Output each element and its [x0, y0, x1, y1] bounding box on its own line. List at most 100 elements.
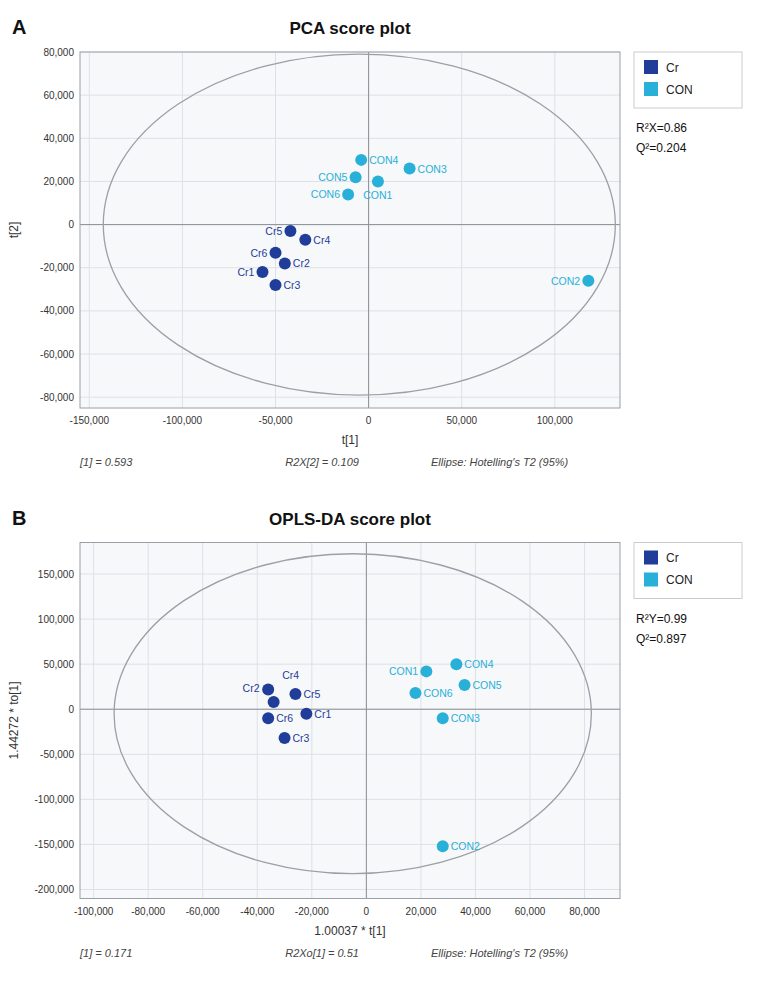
- point-labels: Cr1Cr2Cr3Cr4Cr5Cr6CON1CON2CON3CON4CON5CO…: [243, 658, 502, 852]
- footnote: R2X[2] = 0.109: [285, 456, 359, 468]
- y-axis-label: t[2]: [7, 222, 21, 239]
- marks: [114, 554, 591, 874]
- hotelling-ellipse: [114, 554, 591, 874]
- annotation: Q²=0.204: [636, 141, 687, 155]
- grid-line: [80, 754, 620, 755]
- x-tick-label: -50,000: [259, 415, 293, 426]
- point: [437, 712, 449, 724]
- panel-label: B: [12, 507, 26, 529]
- x-tick-label: 100,000: [537, 415, 574, 426]
- point-label: Cr4: [282, 669, 299, 681]
- point-label: Cr6: [276, 712, 293, 724]
- grid-line: [420, 543, 421, 899]
- footnote: [1] = 0.171: [79, 947, 132, 959]
- legend-swatch: [644, 551, 658, 565]
- point: [450, 658, 462, 670]
- legend-swatch: [644, 82, 658, 96]
- grid-line: [80, 799, 620, 800]
- point: [582, 275, 594, 287]
- x-axis-label: t[1]: [342, 433, 359, 447]
- point-label: Cr4: [313, 234, 330, 246]
- footnote: Ellipse: Hotelling's T2 (95%): [431, 947, 569, 959]
- grid-line: [80, 354, 620, 355]
- x-tick-label: 20,000: [406, 906, 437, 917]
- y-tick-label: 20,000: [43, 176, 74, 187]
- x-axis-label: 1.00037 * t[1]: [314, 924, 385, 938]
- point: [256, 266, 268, 278]
- point-label: Cr6: [250, 247, 267, 259]
- legend-label: CON: [666, 573, 693, 587]
- point-label: Cr2: [293, 257, 310, 269]
- footnote: Ellipse: Hotelling's T2 (95%): [431, 456, 569, 468]
- point-label: CON5: [473, 679, 502, 691]
- y-tick-label: -60,000: [40, 349, 74, 360]
- point: [300, 708, 312, 720]
- grid-line: [80, 844, 620, 845]
- point: [262, 683, 274, 695]
- y-tick-label: 150,000: [38, 569, 75, 580]
- y-tick-label: -200,000: [35, 884, 75, 895]
- x-tick-label: -150,000: [70, 415, 110, 426]
- grid-line: [89, 52, 90, 408]
- point: [342, 188, 354, 200]
- footnote: R2Xo[1] = 0.51: [285, 947, 359, 959]
- zero-line: [366, 543, 367, 899]
- grid-line: [584, 543, 585, 899]
- point: [279, 257, 291, 269]
- grid-line: [554, 52, 555, 408]
- plot-area: [80, 543, 620, 899]
- legend-frame: [634, 543, 742, 599]
- grid-line: [366, 543, 367, 899]
- point-label: CON2: [451, 840, 480, 852]
- zero-line: [80, 224, 620, 225]
- grid-line: [311, 543, 312, 899]
- point: [270, 247, 282, 259]
- point: [262, 712, 274, 724]
- grid-line: [182, 52, 183, 408]
- point: [372, 175, 384, 187]
- point: [420, 665, 432, 677]
- title: PCA score plot: [289, 19, 411, 38]
- y-tick-label: -150,000: [35, 839, 75, 850]
- hotelling-ellipse: [103, 54, 615, 395]
- grid-line: [80, 310, 620, 311]
- point-label: CON5: [318, 171, 347, 183]
- grid-line: [80, 181, 620, 182]
- legend-label: CON: [666, 83, 693, 97]
- grid-line: [80, 138, 620, 139]
- title: OPLS-DA score plot: [269, 510, 431, 529]
- grid-line: [80, 664, 620, 665]
- x-tick-label: -100,000: [74, 906, 114, 917]
- grid-line: [80, 224, 620, 225]
- x-tick-label: 50,000: [446, 415, 477, 426]
- y-tick-label: -100,000: [35, 794, 75, 805]
- y-tick-label: -40,000: [40, 305, 74, 316]
- panel: -100,000-80,000-60,000-40,000-20,000020,…: [7, 507, 742, 959]
- grid-line: [80, 267, 620, 268]
- y-tick-label: 0: [68, 219, 74, 230]
- y-tick-label: 100,000: [38, 614, 75, 625]
- point-label: CON1: [363, 189, 392, 201]
- legend-label: Cr: [666, 61, 679, 75]
- point: [404, 163, 416, 175]
- plot-frame: [80, 543, 620, 899]
- point-label: CON2: [551, 275, 580, 287]
- point: [268, 696, 280, 708]
- legend: Cr CON: [634, 52, 742, 108]
- y-tick-label: 60,000: [43, 90, 74, 101]
- point-label: Cr3: [284, 279, 301, 291]
- legend-label: Cr: [666, 551, 679, 565]
- x-tick-label: -40,000: [240, 906, 274, 917]
- point: [459, 679, 471, 691]
- point: [279, 732, 291, 744]
- point: [299, 234, 311, 246]
- grid-line: [80, 709, 620, 710]
- panel-label: A: [12, 16, 26, 38]
- x-tick-label: 60,000: [515, 906, 546, 917]
- plot-area: [80, 52, 620, 408]
- point-label: CON3: [451, 712, 480, 724]
- point-label: Cr5: [303, 688, 320, 700]
- grid-line: [530, 543, 531, 899]
- point-label: CON4: [464, 658, 493, 670]
- point: [355, 154, 367, 166]
